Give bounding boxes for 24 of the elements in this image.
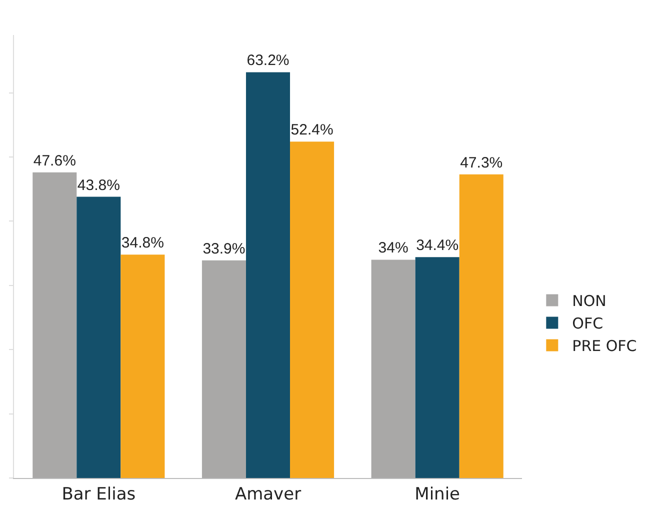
bar	[32, 172, 77, 478]
x-tick-label: Minie	[414, 484, 460, 504]
legend-label: OFC	[572, 314, 604, 333]
bar	[76, 196, 121, 478]
data-label: 43.8%	[77, 176, 120, 194]
bar	[415, 257, 460, 478]
x-tick-label: Bar Elias	[62, 484, 136, 504]
bar	[459, 174, 504, 478]
data-label: 34.4%	[416, 237, 459, 254]
bar	[290, 142, 334, 478]
bar	[120, 254, 165, 478]
bar	[371, 260, 416, 478]
data-label: 52.4%	[290, 122, 334, 139]
data-label: 47.3%	[460, 154, 503, 172]
data-label: 33.9%	[202, 240, 246, 258]
bar	[202, 260, 246, 478]
data-label: 34%	[378, 240, 408, 257]
data-label: 63.2%	[246, 52, 290, 70]
legend-label: NON	[572, 292, 606, 310]
bar	[246, 72, 290, 478]
x-tick-label: Amaver	[234, 484, 302, 504]
data-label: 34.8%	[121, 234, 164, 252]
data-label: 47.6%	[33, 152, 76, 170]
legend-label: PRE OFC	[572, 337, 637, 356]
